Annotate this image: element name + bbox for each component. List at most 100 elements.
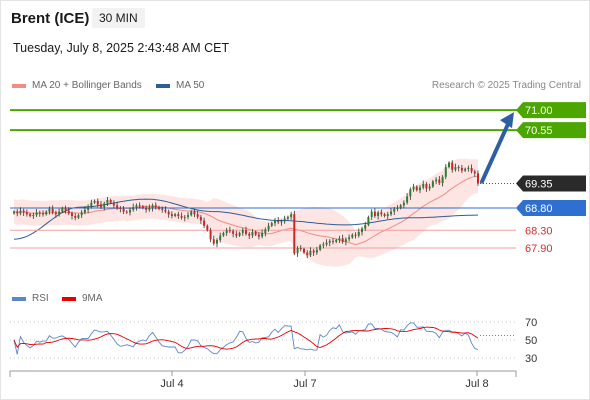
candle-body: [370, 211, 373, 217]
candle-body: [141, 206, 144, 208]
candle-body: [341, 238, 344, 242]
candle-body: [196, 214, 199, 217]
candle-body: [61, 208, 64, 212]
candle-body: [328, 240, 331, 243]
candle-body: [457, 167, 460, 169]
candle-body: [35, 212, 38, 216]
candle-body: [170, 214, 173, 216]
candle-body: [425, 184, 428, 189]
candle-body: [219, 235, 222, 241]
candle-body: [293, 214, 296, 254]
candle-body: [42, 213, 44, 215]
candle-body: [132, 207, 135, 210]
candle-body: [125, 211, 128, 213]
credit-text: Research © 2025 Trading Central: [431, 80, 581, 91]
candle-body: [290, 214, 293, 217]
candle-body: [174, 214, 177, 216]
candle-body: [431, 181, 434, 187]
candle-body: [167, 211, 170, 215]
legend-9ma: 9MA: [62, 293, 103, 304]
level-label-69.35: 69.35: [525, 179, 553, 191]
rsi-tick-30: 30: [525, 353, 537, 365]
legend-ma50: MA 50: [156, 80, 204, 91]
rsi-swatch: [12, 296, 26, 301]
candle-body: [399, 205, 402, 208]
candle-body: [441, 176, 444, 183]
candle-body: [22, 210, 25, 213]
candle-body: [454, 167, 457, 170]
interval-badge[interactable]: 30 MIN: [92, 8, 145, 28]
rsi-tick-70: 70: [525, 317, 537, 329]
candle-body: [235, 233, 238, 236]
candle-body: [435, 179, 438, 182]
candle-body: [477, 173, 479, 184]
candle-body: [96, 200, 99, 205]
candle-body: [161, 208, 164, 210]
candle-body: [13, 211, 15, 214]
candle-body: [319, 245, 322, 250]
candle-body: [415, 186, 418, 191]
candle-body: [93, 200, 96, 203]
candle-body: [148, 208, 151, 210]
level-label-68.80: 68.80: [525, 203, 553, 215]
candle-body: [116, 205, 119, 208]
candle-body: [261, 232, 264, 237]
candle-body: [212, 239, 215, 244]
candle-body: [138, 205, 141, 207]
level-tag-69.35: [516, 175, 586, 192]
level-tag-71.00: [516, 102, 586, 119]
candle-body: [386, 214, 389, 216]
candle-body: [16, 211, 19, 214]
candle-body: [183, 216, 186, 218]
candle-body: [296, 248, 299, 254]
candle-body: [409, 189, 412, 197]
candle-body: [267, 225, 270, 230]
candle-body: [154, 205, 157, 208]
candle-body: [151, 205, 154, 208]
candle-body: [122, 208, 125, 212]
candle-body: [199, 216, 202, 221]
candle-body: [38, 212, 41, 214]
candle-body: [25, 212, 28, 215]
candle-body: [64, 208, 67, 211]
level-tag-68.80: [516, 200, 586, 216]
candle-body: [129, 209, 131, 213]
level-label-70.55: 70.55: [525, 125, 553, 137]
candle-body: [322, 244, 325, 246]
candle-body: [203, 220, 206, 226]
candle-body: [228, 230, 231, 232]
candle-body: [190, 211, 193, 216]
candle-body: [254, 232, 257, 235]
candle-body: [357, 232, 360, 236]
candle-body: [438, 179, 441, 184]
candle-body: [51, 208, 54, 213]
candle-body: [158, 207, 160, 209]
x-tick-label: Jul 8: [465, 378, 488, 390]
candle-body: [283, 218, 286, 222]
bollinger-band-fill: [14, 158, 478, 267]
candle-body: [312, 250, 315, 253]
candle-body: [277, 220, 280, 223]
candle-body: [373, 211, 376, 216]
candle-body: [216, 240, 218, 244]
candle-body: [383, 214, 386, 216]
candle-body: [299, 248, 302, 249]
candle-body: [251, 232, 254, 236]
candle-body: [270, 223, 273, 226]
candle-body: [90, 202, 93, 207]
candle-body: [245, 230, 247, 234]
candle-body: [19, 210, 22, 214]
candle-body: [335, 240, 338, 242]
candle-body: [67, 210, 70, 214]
candle-body: [309, 250, 312, 256]
candle-body: [364, 224, 367, 229]
candle-body: [32, 215, 35, 217]
candle-body: [164, 209, 167, 212]
candle-body: [103, 203, 106, 208]
instrument-title: Brent (ICE): [11, 10, 90, 27]
level-tag-70.55: [516, 122, 586, 139]
candle-body: [238, 232, 241, 236]
candle-body: [377, 212, 380, 216]
candle-body: [274, 220, 276, 224]
candle-body: [460, 167, 463, 171]
